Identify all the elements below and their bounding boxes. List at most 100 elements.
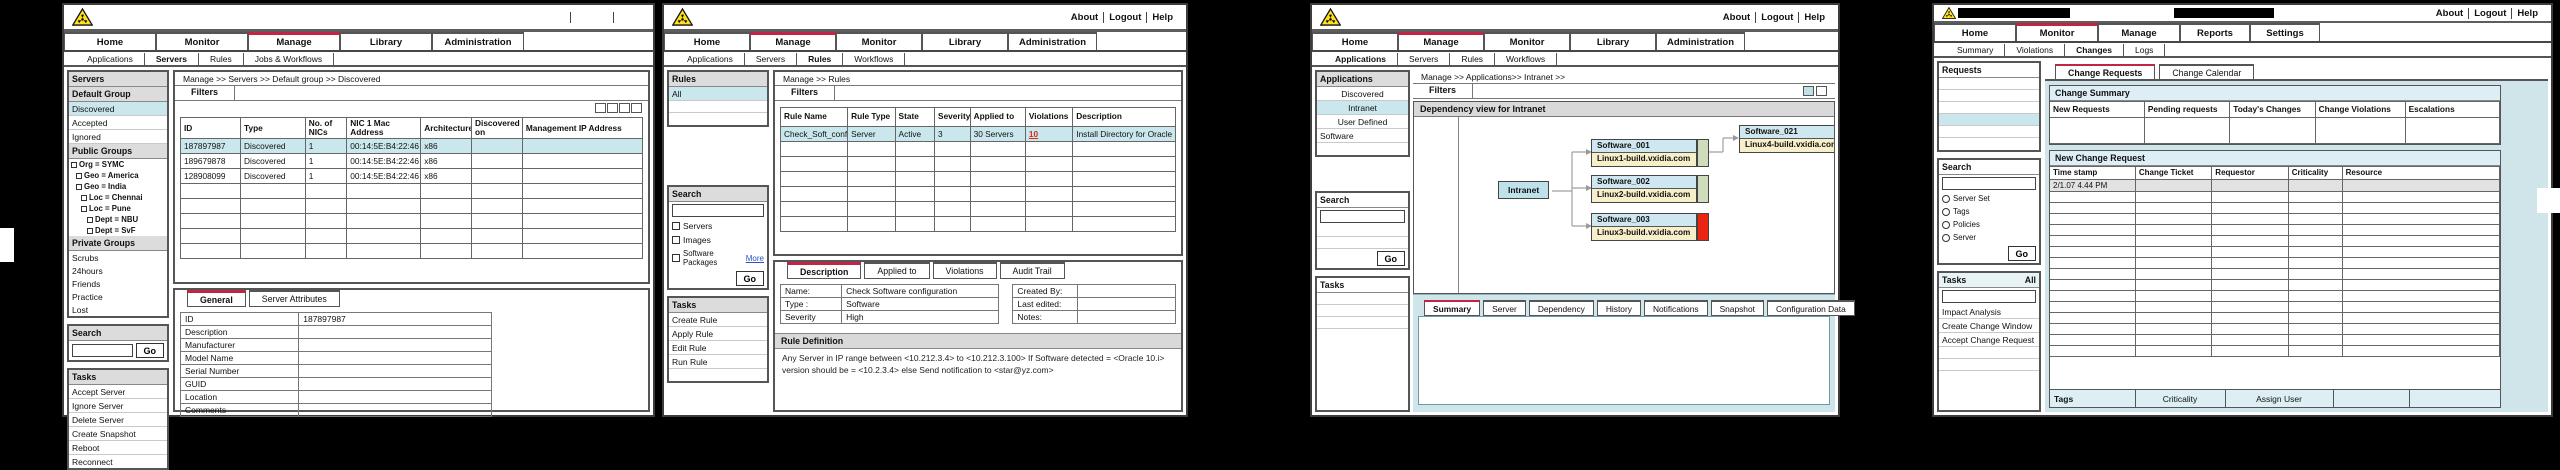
diagram-node-intranet[interactable]: Intranet bbox=[1498, 181, 1550, 199]
task-reboot[interactable]: Reboot bbox=[69, 441, 167, 455]
field-value[interactable] bbox=[298, 377, 493, 391]
subtab-violations[interactable]: Violations bbox=[2005, 43, 2066, 56]
tab-manage[interactable]: Manage bbox=[248, 32, 340, 50]
about-link[interactable]: About bbox=[1722, 11, 1751, 23]
task-edit-rule[interactable]: Edit Rule bbox=[669, 341, 767, 355]
detail-tab-notifications[interactable]: Notifications bbox=[1643, 300, 1708, 316]
tab-manage[interactable]: Manage bbox=[2098, 23, 2180, 41]
tab-home[interactable]: Home bbox=[1312, 32, 1398, 50]
tab-home[interactable]: Home bbox=[1934, 23, 2016, 41]
tab-monitor[interactable]: Monitor bbox=[836, 32, 922, 50]
footer-assign-user-cell[interactable]: Assign User bbox=[2225, 390, 2334, 407]
filter-servers[interactable]: Servers bbox=[669, 219, 767, 233]
tab-administration[interactable]: Administration bbox=[432, 32, 524, 50]
task-create-rule[interactable]: Create Rule bbox=[669, 313, 767, 327]
go-button[interactable]: Go bbox=[135, 343, 164, 358]
checkbox-icon[interactable] bbox=[672, 254, 680, 262]
tab-reports[interactable]: Reports bbox=[2180, 23, 2250, 41]
subtab-applications[interactable]: Applications bbox=[676, 52, 745, 65]
table-row[interactable] bbox=[779, 186, 1176, 202]
go-button[interactable]: Go bbox=[1376, 251, 1405, 266]
table-row[interactable] bbox=[2050, 290, 2500, 302]
subtab-changes[interactable]: Changes bbox=[2065, 43, 2124, 56]
task-accept-server[interactable]: Accept Server bbox=[69, 385, 167, 399]
summary-row[interactable] bbox=[2050, 117, 2500, 144]
subtab-servers[interactable]: Servers bbox=[1398, 52, 1451, 65]
sidebar-item-accepted[interactable]: Accepted bbox=[69, 116, 167, 130]
tab-change-calendar[interactable]: Change Calendar bbox=[2159, 64, 2255, 79]
table-row[interactable] bbox=[779, 156, 1176, 172]
logout-link[interactable]: Logout bbox=[1755, 11, 1798, 23]
field-value[interactable] bbox=[298, 390, 493, 404]
radio-server[interactable]: Server bbox=[1939, 231, 2039, 244]
sidebar-item-ignored[interactable]: Ignored bbox=[69, 130, 167, 144]
detail-tab-history[interactable]: History bbox=[1596, 300, 1641, 316]
tab-change-requests[interactable]: Change Requests bbox=[2055, 64, 2156, 79]
tab-monitor[interactable]: Monitor bbox=[1484, 32, 1570, 50]
table-row[interactable] bbox=[2050, 213, 2500, 225]
detail-tab-server-attributes[interactable]: Server Attributes bbox=[248, 290, 340, 307]
task-create-change-window[interactable]: Create Change Window bbox=[1939, 319, 2039, 333]
detail-tab-summary[interactable]: Summary bbox=[1424, 300, 1481, 316]
tasks-filter-input[interactable] bbox=[1942, 290, 2036, 303]
sidebar-item-friends[interactable]: Friends bbox=[72, 278, 101, 289]
tab-library[interactable]: Library bbox=[1570, 32, 1656, 50]
table-row[interactable] bbox=[2050, 301, 2500, 313]
table-row[interactable] bbox=[2050, 334, 2500, 346]
about-link[interactable]: About bbox=[1070, 11, 1099, 23]
sidebar-item-discovered[interactable]: Discovered bbox=[69, 102, 167, 116]
sidebar-item-practice[interactable]: Practice bbox=[72, 291, 103, 302]
task-reconnect[interactable]: Reconnect bbox=[72, 456, 113, 467]
subtab-rules[interactable]: Rules bbox=[199, 52, 244, 65]
filters-label[interactable]: Filters bbox=[175, 86, 236, 100]
table-row[interactable]: 2/1.07 4.44 PM bbox=[2050, 179, 2500, 192]
tab-library[interactable]: Library bbox=[922, 32, 1008, 50]
about-link[interactable]: About bbox=[2435, 7, 2464, 19]
radio-icon[interactable] bbox=[1942, 220, 1950, 229]
table-row[interactable]: Check_Soft_conf. Server Active 3 30 Servers 1… bbox=[779, 126, 1176, 142]
table-row[interactable] bbox=[179, 183, 644, 200]
subtab-rules[interactable]: Rules bbox=[1450, 52, 1496, 65]
sidebar-item-discovered[interactable]: Discovered bbox=[1317, 87, 1408, 101]
table-row[interactable] bbox=[2050, 246, 2500, 258]
view-toggle-icon[interactable] bbox=[1816, 86, 1827, 96]
help-link[interactable]: Help bbox=[613, 11, 645, 23]
subtab-applications[interactable]: Applications bbox=[76, 52, 145, 65]
subtab-workflows[interactable]: Workflows bbox=[843, 52, 906, 65]
go-button[interactable]: Go bbox=[735, 271, 764, 286]
radio-icon[interactable] bbox=[1942, 207, 1950, 216]
table-row[interactable] bbox=[2050, 312, 2500, 324]
subtab-workflows[interactable]: Workflows bbox=[1495, 52, 1558, 65]
tab-administration[interactable]: Administration bbox=[1656, 32, 1746, 50]
diagram-node-software-001[interactable]: Software_001 Linux1-build.vxidia.com bbox=[1591, 139, 1709, 167]
sidebar-item-24hours[interactable]: 24hours bbox=[72, 265, 103, 276]
sidebar-item-scrubs[interactable]: Scrubs bbox=[72, 252, 99, 263]
field-value[interactable] bbox=[298, 351, 493, 365]
table-row[interactable]: 187897987 Discovered 1 00:14:5E:B4:22:46 x86 bbox=[179, 138, 644, 155]
table-row[interactable] bbox=[179, 213, 644, 230]
table-row[interactable]: 189679878 Discovered 1 00:14:5E:B4:22:46 x86 bbox=[179, 153, 644, 170]
checkbox-icon[interactable] bbox=[672, 222, 680, 230]
search-input[interactable] bbox=[672, 204, 764, 217]
radio-icon[interactable] bbox=[1942, 194, 1950, 203]
task-delete-server[interactable]: Delete Server bbox=[69, 413, 167, 427]
tree-item-loc-pune[interactable]: Loc = Pune bbox=[69, 203, 167, 214]
sidebar-item-lost[interactable]: Lost bbox=[72, 304, 89, 315]
detail-tab-configuration-data[interactable]: Configuration Data bbox=[1766, 300, 1855, 316]
footer-tags-cell[interactable]: Tags bbox=[2050, 390, 2136, 407]
subtab-rules[interactable]: Rules bbox=[797, 52, 844, 65]
subtab-logs[interactable]: Logs bbox=[2124, 43, 2166, 56]
diagram-node-software-021[interactable]: Software_021 Linux4-build.vxidia.com bbox=[1739, 125, 1834, 153]
subtab-servers[interactable]: Servers bbox=[745, 52, 798, 65]
footer-empty-cell[interactable] bbox=[2333, 390, 2410, 407]
table-row[interactable] bbox=[779, 171, 1176, 187]
field-value[interactable] bbox=[1077, 284, 1176, 298]
table-row[interactable] bbox=[779, 216, 1176, 232]
go-button[interactable]: Go bbox=[2007, 246, 2036, 261]
tab-library[interactable]: Library bbox=[340, 32, 432, 50]
tree-item-dept-svf[interactable]: Dept = SvF bbox=[69, 225, 167, 236]
field-value[interactable] bbox=[298, 325, 493, 339]
detail-tab-dependency[interactable]: Dependency bbox=[1528, 300, 1594, 316]
subtab-summary[interactable]: Summary bbox=[1946, 43, 2006, 56]
field-value[interactable] bbox=[1077, 310, 1176, 324]
